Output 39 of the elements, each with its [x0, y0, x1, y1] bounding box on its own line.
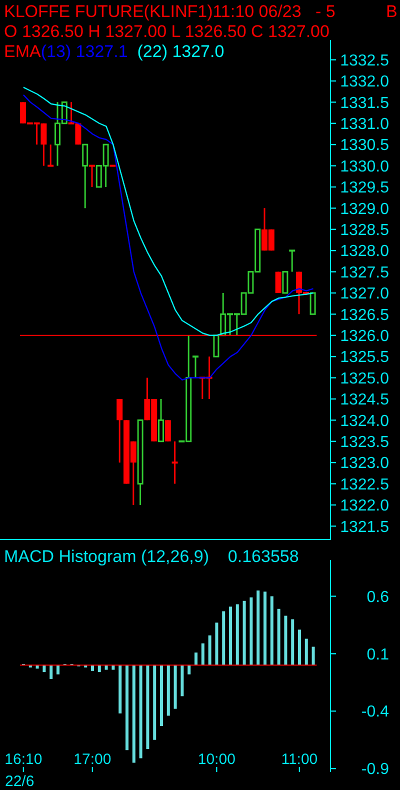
- y-tick-label: -0.9: [361, 761, 390, 778]
- text: (13) 1327.1: [40, 42, 128, 61]
- y-tick-label: 1321.5: [340, 518, 390, 536]
- y-tick-label: 1322.0: [340, 498, 390, 515]
- y-tick-label: 1332.0: [340, 74, 390, 91]
- text: B: [386, 2, 398, 22]
- text: 22/6: [5, 773, 34, 790]
- y-tick-label: 1329.5: [340, 180, 390, 197]
- y-tick-label: 1327.0: [340, 286, 390, 303]
- legend-title: EMA: [4, 42, 41, 61]
- x-tick-label: 10:00: [198, 751, 236, 768]
- y-tick-label: 1324.0: [340, 412, 390, 430]
- chart-subtitle: O 1326.50 H 1327.00 L 1326.50 C 1327.00: [4, 22, 330, 42]
- y-tick-label: 1324.5: [340, 392, 390, 409]
- text: (22) 1327.0: [136, 42, 224, 61]
- y-tick-label: 0.6: [366, 588, 390, 606]
- y-tick-label: 1323.5: [340, 434, 390, 451]
- y-tick-label: 1325.5: [340, 349, 390, 366]
- y-tick-label: 1326.0: [340, 328, 390, 345]
- y-tick-label: 1329.0: [340, 200, 390, 218]
- y-tick-label: 1328.5: [340, 222, 390, 239]
- y-tick-label: 1332.5: [340, 52, 390, 70]
- y-tick-label: 1330.0: [340, 158, 390, 176]
- y-tick-label: 1322.5: [340, 476, 390, 494]
- y-tick-label: -0.4: [361, 704, 390, 721]
- x-tick-label: 17:00: [74, 751, 112, 768]
- y-tick-label: 1328.0: [340, 243, 390, 260]
- y-tick-label: 1325.0: [340, 370, 390, 388]
- chart-title: KLOFFE FUTURE(KLINF1)11:10 06/23 - 5: [4, 2, 336, 22]
- y-tick-label: 1323.0: [340, 455, 390, 472]
- y-tick-label: 1326.5: [340, 306, 390, 324]
- x-tick-label: 16:10: [4, 751, 42, 768]
- y-tick-label: 1327.5: [340, 264, 390, 282]
- y-tick-label: 1331.5: [340, 94, 390, 112]
- chart-title: MACD Histogram (12,26,9) 0.163558: [4, 547, 299, 567]
- y-tick-label: 1330.5: [340, 137, 390, 154]
- y-tick-label: 1331.0: [340, 116, 390, 133]
- x-tick-label: 11:00: [281, 751, 318, 768]
- y-tick-label: 0.1: [366, 646, 390, 664]
